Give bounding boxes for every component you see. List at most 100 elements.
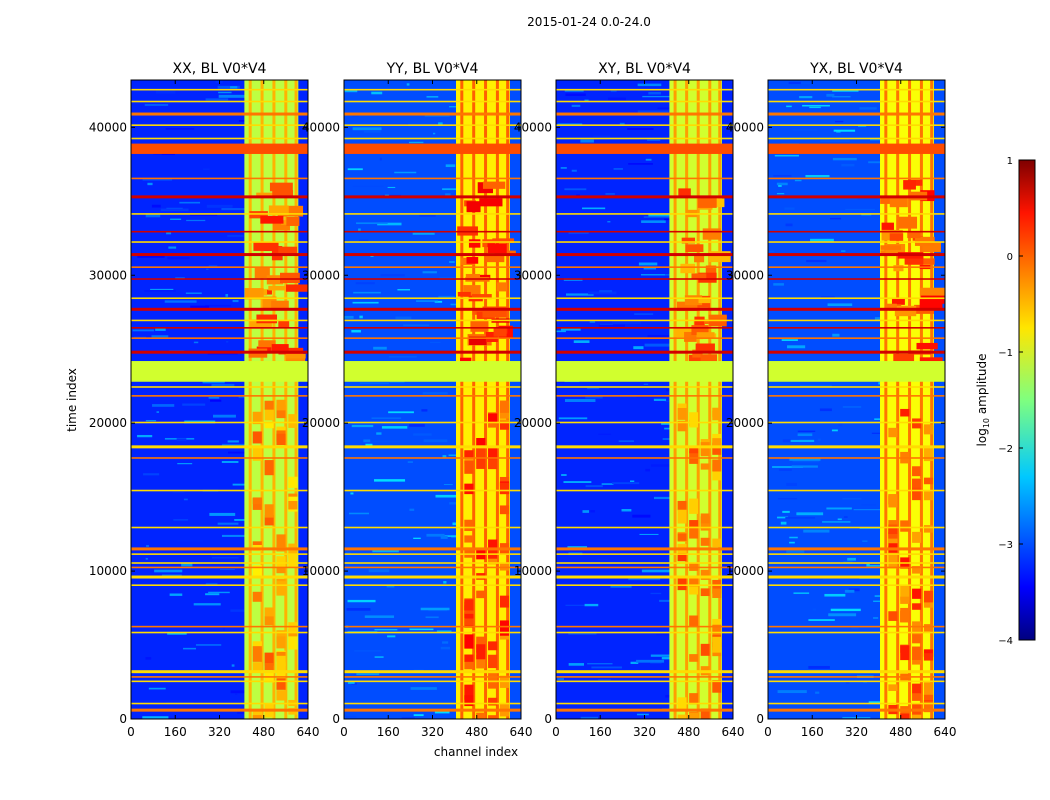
noise-speckle (413, 433, 432, 436)
rfi-row (768, 100, 945, 103)
noise-speckle (172, 491, 185, 494)
noise-speckle (565, 604, 591, 606)
y-tick-label: 20000 (89, 416, 127, 430)
interference-block (702, 228, 722, 240)
rfi-blob (912, 565, 922, 574)
interference-block (907, 231, 921, 239)
interference-block (272, 220, 290, 231)
noise-speckle (845, 208, 875, 211)
noise-speckle (211, 556, 239, 559)
noise-speckle (359, 315, 363, 319)
noise-speckle (353, 291, 381, 294)
rfi-blob (252, 445, 262, 461)
x-tick-label: 0 (340, 725, 348, 739)
noise-speckle (571, 169, 577, 172)
noise-speckle (653, 398, 667, 401)
interference-block (277, 205, 304, 217)
interference-block (898, 216, 918, 229)
noise-speckle (408, 141, 424, 144)
y-tick-label: 40000 (726, 120, 764, 134)
noise-speckle (148, 687, 166, 690)
rfi-blob (488, 446, 498, 460)
noise-speckle (650, 654, 681, 657)
rfi-blob (288, 622, 298, 633)
noise-speckle (621, 509, 632, 512)
rfi-row (131, 297, 308, 300)
x-tick-label: 480 (465, 725, 488, 739)
noise-speckle (137, 434, 153, 438)
noise-speckle (773, 174, 792, 177)
noise-speckle (809, 106, 821, 109)
rfi-blob (499, 421, 510, 430)
rfi-blob (276, 655, 286, 671)
rfi-row (131, 562, 308, 564)
rfi-row (768, 421, 945, 424)
noise-speckle (613, 168, 623, 170)
noise-speckle (438, 122, 443, 126)
rfi-blob (476, 447, 486, 459)
noise-speckle (143, 473, 160, 476)
noise-speckle (424, 114, 450, 117)
interference-block (466, 201, 481, 213)
noise-speckle (145, 214, 161, 218)
noise-speckle (401, 717, 415, 719)
rfi-row (344, 112, 521, 116)
noise-speckle (832, 157, 857, 161)
noise-speckle (838, 423, 843, 427)
noise-speckle (812, 608, 817, 611)
interference-block (457, 291, 471, 297)
noise-speckle (836, 130, 841, 133)
noise-speckle (647, 334, 676, 338)
rfi-blob (689, 498, 699, 514)
noise-speckle (442, 188, 467, 191)
noise-speckle (426, 533, 445, 537)
noise-speckle (785, 517, 816, 519)
noise-speckle (788, 81, 801, 85)
rfi-row (344, 386, 521, 388)
noise-speckle (819, 408, 832, 412)
rfi-blob (252, 565, 262, 579)
noise-speckle (790, 82, 815, 84)
noise-speckle (434, 710, 450, 714)
rfi-blob (677, 533, 687, 541)
noise-speckle (662, 438, 673, 440)
noise-speckle (183, 647, 197, 650)
rfi-row (344, 708, 521, 712)
rfi-blob (476, 453, 486, 469)
noise-speckle (177, 463, 193, 465)
interference-block (697, 198, 717, 208)
interference-block (470, 319, 489, 332)
rfi-blob (712, 588, 722, 598)
interference-block (684, 295, 703, 306)
noise-speckle (205, 582, 218, 586)
noise-speckle (141, 552, 147, 554)
interference-block (889, 233, 904, 241)
y-tick-label: 40000 (89, 120, 127, 134)
interference-block (903, 180, 916, 190)
rfi-blob (888, 494, 898, 508)
noise-speckle (151, 204, 161, 208)
noise-speckle (217, 522, 239, 525)
colorbar-gradient (1018, 159, 1036, 641)
noise-speckle (841, 163, 855, 167)
interference-block (710, 198, 725, 208)
rfi-row (344, 137, 521, 140)
rfi-row (131, 676, 308, 678)
rfi-row (556, 584, 733, 586)
x-tick-label: 640 (510, 725, 533, 739)
noise-speckle (587, 663, 613, 665)
noise-speckle (774, 154, 799, 157)
rfi-row (131, 230, 308, 233)
x-tick-label: 320 (633, 725, 656, 739)
noise-speckle (628, 163, 653, 165)
rfi-blob (264, 408, 274, 421)
rfi-blob (677, 577, 687, 591)
noise-speckle (851, 626, 859, 630)
rfi-row (131, 307, 308, 311)
rfi-stripe (272, 80, 276, 719)
rfi-blob (476, 636, 486, 647)
rfi-row (131, 112, 308, 116)
rfi-blob (464, 634, 474, 649)
rfi-row (768, 337, 945, 339)
rfi-row (768, 230, 945, 233)
